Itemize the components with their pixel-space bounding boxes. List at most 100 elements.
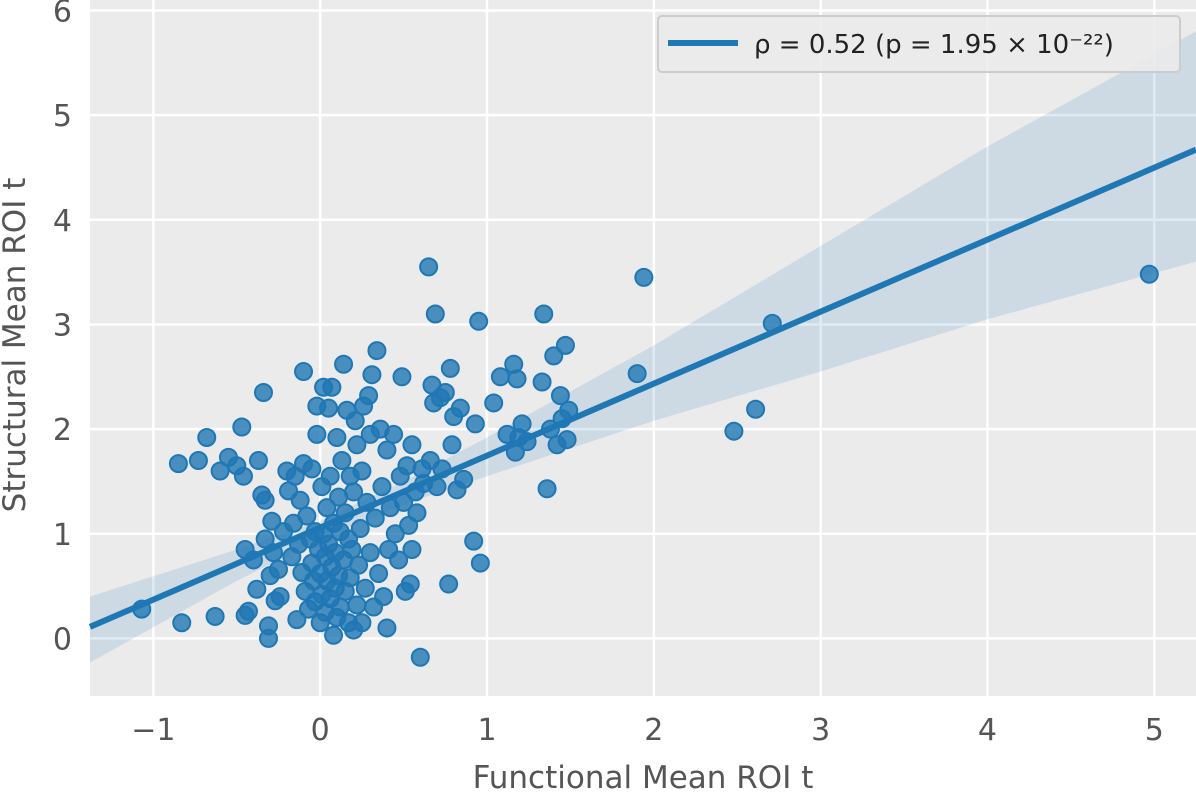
legend: ρ = 0.52 (p = 1.95 × 10⁻²²) <box>657 15 1181 73</box>
data-point <box>197 427 217 447</box>
data-point <box>247 579 267 599</box>
data-point <box>172 613 192 633</box>
x-tick-label: −1 <box>131 713 175 748</box>
data-point <box>255 490 275 510</box>
data-point <box>425 304 445 324</box>
y-tick-label: 2 <box>53 413 72 448</box>
data-point <box>407 503 427 523</box>
data-point <box>355 578 375 598</box>
data-point <box>248 451 268 471</box>
legend-label: ρ = 0.52 (p = 1.95 × 10⁻²²) <box>754 30 1114 60</box>
data-point <box>320 466 340 486</box>
data-point <box>324 625 344 645</box>
data-point <box>330 597 350 617</box>
x-axis-label: Functional Mean ROI t <box>473 760 814 792</box>
data-point <box>465 414 485 434</box>
data-point <box>352 613 372 633</box>
data-point <box>168 454 188 474</box>
data-point <box>484 393 504 413</box>
data-point <box>419 257 439 277</box>
data-point <box>369 564 389 584</box>
data-point <box>287 610 307 630</box>
data-point <box>188 451 208 471</box>
x-tick-label: 0 <box>311 713 330 748</box>
x-tick-label: 3 <box>811 713 830 748</box>
data-point <box>365 508 385 528</box>
data-point <box>634 267 654 287</box>
data-point <box>544 346 564 366</box>
data-point <box>439 574 459 594</box>
data-point <box>347 435 367 455</box>
data-point <box>350 519 370 539</box>
data-point <box>294 362 314 382</box>
y-tick-label: 4 <box>53 204 72 239</box>
data-point <box>410 647 430 667</box>
x-tick-label: 1 <box>477 713 496 748</box>
y-tick-label: 0 <box>53 622 72 657</box>
data-point <box>442 435 462 455</box>
data-point <box>490 367 510 387</box>
data-point <box>302 459 322 479</box>
data-point <box>352 461 372 481</box>
data-point <box>454 469 474 489</box>
data-point <box>262 511 282 531</box>
legend-box <box>657 15 1181 73</box>
data-point <box>377 440 397 460</box>
data-point <box>327 427 347 447</box>
data-point <box>389 550 409 570</box>
data-point <box>362 365 382 385</box>
data-point <box>297 506 317 526</box>
data-point <box>232 417 252 437</box>
data-point <box>205 606 225 626</box>
data-point <box>555 335 575 355</box>
y-tick-label: 1 <box>53 518 72 553</box>
data-point <box>345 411 365 431</box>
regression-line-group <box>88 146 1196 630</box>
data-point <box>507 369 527 389</box>
data-point <box>627 364 647 384</box>
tick-labels: −1 0 1 2 3 4 5 0 1 2 3 4 5 6 <box>53 0 1164 748</box>
data-point <box>255 529 275 549</box>
data-point <box>332 451 352 471</box>
data-point <box>270 587 290 607</box>
data-point <box>233 466 253 486</box>
data-point <box>307 424 327 444</box>
data-point <box>392 367 412 387</box>
y-tick-label: 5 <box>53 99 72 134</box>
data-point <box>512 414 532 434</box>
data-point <box>349 555 369 575</box>
data-point <box>317 498 337 518</box>
data-point <box>290 490 310 510</box>
data-point <box>724 421 744 441</box>
data-point <box>532 372 552 392</box>
data-point <box>402 539 422 559</box>
data-point <box>344 482 364 502</box>
data-point <box>372 477 392 497</box>
data-point <box>440 358 460 378</box>
data-point <box>359 386 379 406</box>
data-point <box>464 531 484 551</box>
data-point <box>334 354 354 374</box>
data-point <box>1139 264 1159 284</box>
x-tick-label: 4 <box>978 713 997 748</box>
data-point <box>367 341 387 361</box>
data-point <box>384 424 404 444</box>
y-tick-label: 6 <box>53 0 72 29</box>
data-point <box>342 539 362 559</box>
data-point <box>258 616 278 636</box>
data-point <box>537 479 557 499</box>
y-tick-label: 3 <box>53 308 72 343</box>
data-point <box>377 618 397 638</box>
data-point <box>238 601 258 621</box>
regression-line <box>88 146 1196 630</box>
data-point <box>319 398 339 418</box>
data-point <box>450 398 470 418</box>
data-point <box>470 553 490 573</box>
data-point <box>322 377 342 397</box>
data-point <box>557 430 577 450</box>
data-point <box>210 461 230 481</box>
data-point <box>269 559 289 579</box>
data-point <box>469 311 489 331</box>
data-point <box>360 543 380 563</box>
